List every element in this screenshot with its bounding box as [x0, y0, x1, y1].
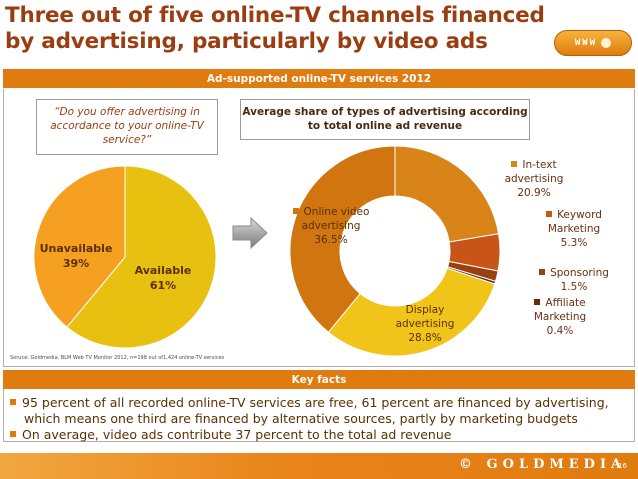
legend-swatch-online-video — [292, 208, 299, 214]
legend-keyword: Keyword Marketing 5.3% — [524, 208, 624, 250]
legend-swatch-affiliate — [534, 299, 541, 305]
legend-in-text-value: 20.9% — [517, 187, 551, 199]
legend-video-name2: advertising — [301, 220, 361, 232]
pie-label-unavailable-value: 39% — [62, 257, 90, 270]
pie-label-available-value: 61% — [149, 279, 177, 292]
fact-2-text: On average, video ads contribute 37 perc… — [22, 427, 452, 442]
www-badge-text: WWW — [574, 38, 598, 48]
legend-in-text-name2: advertising — [504, 173, 564, 185]
survey-question: “Do you offer advertising in accordance … — [36, 99, 218, 155]
legend-display: Display advertising 28.8% — [391, 303, 459, 345]
legend-swatch-sponsoring — [539, 269, 546, 275]
pie-label-available-name: Available — [134, 264, 192, 277]
donut-slice-online-video-advertising — [289, 145, 396, 333]
donut-slice-display-advertising — [327, 267, 496, 357]
legend-video-value: 36.5% — [314, 234, 348, 246]
facts-panel — [3, 389, 635, 442]
pie-slice-unavailable — [33, 165, 126, 328]
legend-keyword-name: Keyword — [557, 209, 602, 221]
page-number: 16 — [618, 462, 627, 470]
legend-video-name: Online video — [303, 206, 370, 218]
source-note: Soruce: Goldmedia, BLM Web TV Monitor 20… — [10, 355, 225, 361]
fact-item-2: On average, video ads contribute 37 perc… — [10, 427, 451, 443]
legend-swatch-keyword — [546, 211, 553, 217]
fact-1-line-2: which means one third are financed by al… — [24, 410, 578, 426]
www-badge-icon: WWW — [554, 30, 632, 56]
legend-affiliate-name: Affiliate — [545, 297, 586, 309]
pie-label-unavailable-name: Unavailable — [39, 242, 113, 255]
slide-title: Three out of five online-TV channels fin… — [5, 3, 545, 54]
www-knob-icon — [601, 38, 612, 48]
legend-affiliate-value: 0.4% — [546, 325, 574, 337]
legend-display-name2: advertising — [395, 318, 455, 330]
donut-slice-in-text-advertising — [394, 145, 500, 243]
fact-item-1: 95 percent of all recorded online-TV ser… — [10, 395, 630, 426]
legend-display-name: Display — [405, 304, 445, 316]
pie-slice-available — [66, 165, 217, 349]
legend-in-text-name: In-text — [522, 159, 557, 171]
donut-chart-title: Average share of types of advertising ac… — [240, 99, 530, 140]
donut-chart — [289, 145, 501, 357]
legend-online-video: Online video advertising 36.5% — [284, 205, 378, 247]
section-header-facts: Key facts — [3, 370, 635, 389]
legend-sponsoring-name: Sponsoring — [550, 267, 609, 279]
pie-label-unavailable: Unavailable 39% — [34, 241, 118, 271]
legend-keyword-name2: Marketing — [547, 223, 601, 235]
section-header-main: Ad-supported online-TV services 2012 — [3, 69, 635, 88]
legend-in-text: In-text advertising 20.9% — [486, 158, 582, 200]
legend-swatch-in-text — [511, 161, 518, 167]
bullet-icon — [10, 431, 16, 437]
main-panel — [3, 89, 635, 367]
legend-sponsoring-value: 1.5% — [560, 281, 588, 293]
brand-logo: © GOLDMEDIA — [459, 457, 627, 472]
legend-affiliate-name2: Marketing — [533, 311, 587, 323]
legend-display-value: 28.8% — [408, 332, 442, 344]
pie-chart — [33, 165, 217, 349]
fact-1-line-1: 95 percent of all recorded online-TV ser… — [22, 395, 609, 410]
legend-keyword-value: 5.3% — [560, 237, 588, 249]
footer-bar — [0, 453, 638, 479]
arrow-right-icon — [232, 216, 268, 250]
pie-label-available: Available 61% — [130, 263, 196, 293]
bullet-icon — [10, 399, 16, 405]
legend-sponsoring: Sponsoring 1.5% — [524, 266, 624, 294]
legend-affiliate: Affiliate Marketing 0.4% — [512, 296, 608, 338]
